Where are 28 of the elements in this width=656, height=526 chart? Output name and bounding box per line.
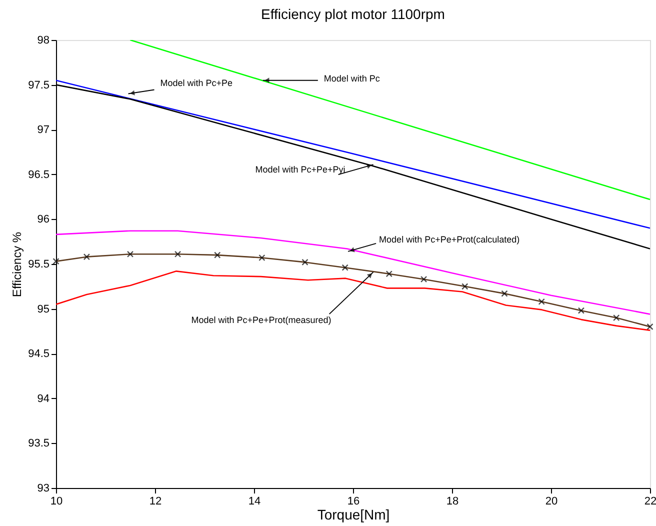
y-tick-label: 95.5: [28, 258, 50, 270]
y-tick-label: 93.5: [28, 438, 50, 450]
x-tick-label: 18: [446, 496, 459, 508]
annotation: Model with Pc: [324, 73, 380, 84]
line-series: [56, 230, 650, 315]
y-axis-title: Efficiency %: [10, 232, 24, 298]
y-tick-label: 98: [37, 34, 50, 46]
annotation: Model with Pc+Pe+Prot(calculated): [379, 234, 520, 244]
y-tick-label: 93: [37, 482, 50, 494]
y-tick-label: 97: [37, 124, 50, 136]
x-tick-label: 12: [149, 496, 162, 508]
x-tick-label: 20: [545, 496, 558, 508]
chart-title: Efficiency plot motor 1100rpm: [261, 6, 445, 22]
y-tick-label: 96: [37, 214, 50, 226]
annotation: Model with Pc+Pe+Pyi: [255, 164, 346, 175]
y-tick-label: 96.5: [28, 168, 50, 181]
x-tick-label: 22: [644, 496, 656, 508]
y-tick-label: 94.5: [28, 348, 50, 360]
x-axis-title: Torque[Nm]: [317, 506, 390, 522]
annotation: Model with Pc+Pe+Prot(measured): [191, 315, 332, 326]
x-tick-label: 14: [248, 496, 261, 508]
x-tick-label: 16: [347, 496, 360, 508]
y-tick-label: 95: [37, 303, 50, 316]
line-series: [56, 270, 650, 331]
y-tick-label: 97.5: [28, 79, 50, 92]
x-tick-label: 10: [50, 496, 63, 508]
annotation: Model with Pc+Pe: [160, 78, 233, 88]
y-tick-label: 94: [37, 392, 50, 405]
